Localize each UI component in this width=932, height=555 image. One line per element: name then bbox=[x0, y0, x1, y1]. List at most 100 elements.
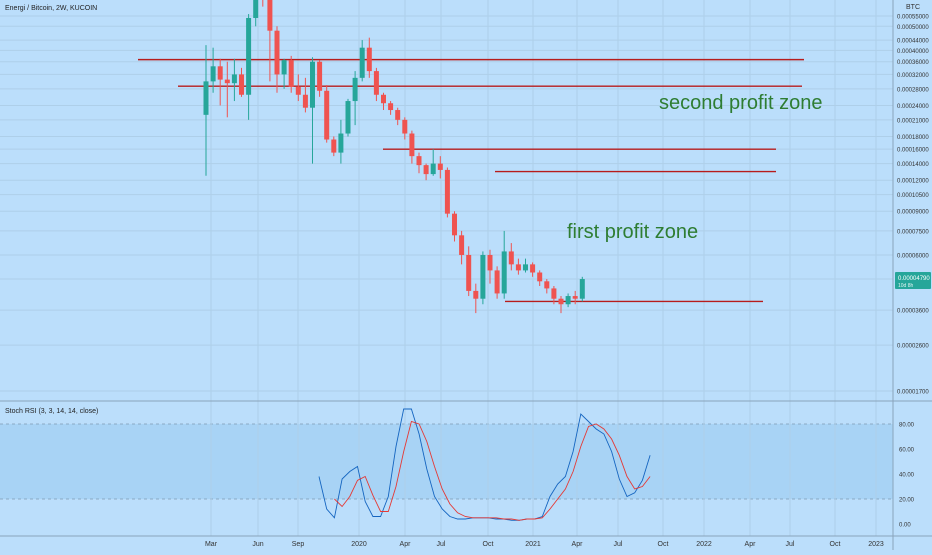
candle-body bbox=[508, 251, 514, 265]
candle bbox=[466, 246, 472, 297]
price-tick-label: 0.00014000 bbox=[897, 162, 929, 168]
candle bbox=[366, 37, 372, 78]
price-badge-countdown: 10d 8h bbox=[898, 283, 914, 289]
candle bbox=[324, 85, 330, 143]
candle-body bbox=[466, 254, 472, 291]
candle-body bbox=[253, 0, 259, 18]
profit-zone-label: first profit zone bbox=[567, 221, 698, 243]
candle-body bbox=[331, 139, 337, 153]
candle-body bbox=[395, 110, 401, 120]
rsi-tick-label: 20.00 bbox=[899, 498, 915, 504]
price-tick-label: 0.00010500 bbox=[897, 193, 929, 199]
candle bbox=[210, 47, 216, 93]
candle bbox=[203, 45, 209, 176]
candle-body bbox=[523, 264, 528, 271]
candle-body bbox=[515, 264, 521, 271]
candle bbox=[352, 71, 358, 126]
time-tick-label: Oct bbox=[483, 541, 494, 548]
candle bbox=[579, 276, 585, 302]
price-tick-label: 0.00032000 bbox=[897, 73, 929, 79]
candle-body bbox=[494, 270, 500, 294]
time-tick-label: Jul bbox=[437, 541, 446, 548]
candle-body bbox=[409, 133, 415, 157]
candle-body bbox=[416, 156, 422, 166]
time-tick-label: 2022 bbox=[696, 541, 712, 548]
time-tick-label: Mar bbox=[205, 541, 218, 548]
candle bbox=[288, 55, 294, 93]
indicator-title: Stoch RSI (3, 3, 14, 14, close) bbox=[5, 408, 99, 415]
price-badge bbox=[895, 272, 931, 290]
candle bbox=[359, 40, 365, 82]
rsi-band-fill bbox=[0, 424, 893, 499]
candle bbox=[231, 58, 237, 102]
time-tick-label: Jul bbox=[614, 541, 623, 548]
candle-body bbox=[423, 165, 429, 175]
candle-body bbox=[302, 94, 308, 108]
candle bbox=[523, 258, 528, 273]
candle bbox=[515, 258, 521, 275]
symbol-title: Energi / Bitcoin, 2W, KUCOIN bbox=[5, 5, 98, 12]
candle bbox=[494, 266, 500, 299]
candle-body bbox=[430, 163, 436, 175]
price-tick-label: 0.00016000 bbox=[897, 148, 929, 154]
candle bbox=[373, 67, 379, 102]
candle bbox=[381, 92, 386, 111]
price-tick-label: 0.00024000 bbox=[897, 104, 929, 110]
time-tick-label: Apr bbox=[572, 541, 584, 548]
price-tick-label: 0.00055000 bbox=[897, 15, 929, 21]
rsi-tick-label: 40.00 bbox=[899, 473, 915, 479]
rsi-tick-label: 0.00 bbox=[899, 523, 911, 529]
candle bbox=[530, 262, 536, 277]
candle bbox=[239, 67, 244, 97]
candle-body bbox=[437, 163, 443, 170]
candle bbox=[473, 283, 479, 314]
candle-body bbox=[459, 235, 465, 255]
time-tick-label: 2023 bbox=[868, 541, 884, 548]
candle bbox=[395, 107, 401, 126]
candle bbox=[409, 130, 415, 164]
candle-body bbox=[551, 288, 557, 299]
price-badge-value: 0.00004790 bbox=[898, 276, 930, 282]
candle bbox=[508, 243, 514, 271]
candle bbox=[388, 101, 394, 115]
price-tick-label: 0.00001700 bbox=[897, 390, 929, 396]
candle-body bbox=[310, 61, 315, 108]
price-tick-label: 0.00021000 bbox=[897, 118, 929, 124]
candle bbox=[331, 136, 337, 157]
price-tick-label: 0.00012000 bbox=[897, 179, 929, 185]
stoch-rsi-line bbox=[334, 420, 651, 521]
candle bbox=[217, 58, 223, 106]
candle-body bbox=[246, 17, 252, 95]
candle-body bbox=[544, 281, 550, 289]
currency-label: BTC bbox=[906, 4, 920, 11]
time-tick-label: Apr bbox=[745, 541, 757, 548]
candle bbox=[480, 251, 486, 305]
candle-body bbox=[565, 296, 571, 305]
candle-body bbox=[274, 30, 280, 75]
candle-body bbox=[210, 66, 216, 82]
price-tick-label: 0.00018000 bbox=[897, 135, 929, 141]
candle-body bbox=[345, 101, 351, 134]
candle bbox=[317, 60, 323, 97]
candle-body bbox=[473, 290, 479, 299]
time-tick-label: Sep bbox=[292, 541, 305, 548]
candle bbox=[338, 119, 344, 164]
candle-body bbox=[480, 254, 486, 299]
candle-body bbox=[288, 60, 294, 87]
candle-body bbox=[572, 296, 578, 299]
candle bbox=[345, 98, 351, 137]
candle bbox=[224, 61, 230, 118]
price-tick-label: 0.00028000 bbox=[897, 87, 929, 93]
price-tick-label: 0.00007500 bbox=[897, 229, 929, 235]
candle bbox=[423, 163, 429, 181]
candle bbox=[537, 270, 543, 287]
time-tick-label: Apr bbox=[400, 541, 412, 548]
candle-body bbox=[388, 103, 394, 111]
time-tick-label: 2020 bbox=[351, 541, 367, 548]
candle-body bbox=[444, 169, 450, 214]
candle-body bbox=[558, 298, 564, 305]
candle bbox=[416, 152, 422, 174]
candle bbox=[544, 279, 550, 294]
